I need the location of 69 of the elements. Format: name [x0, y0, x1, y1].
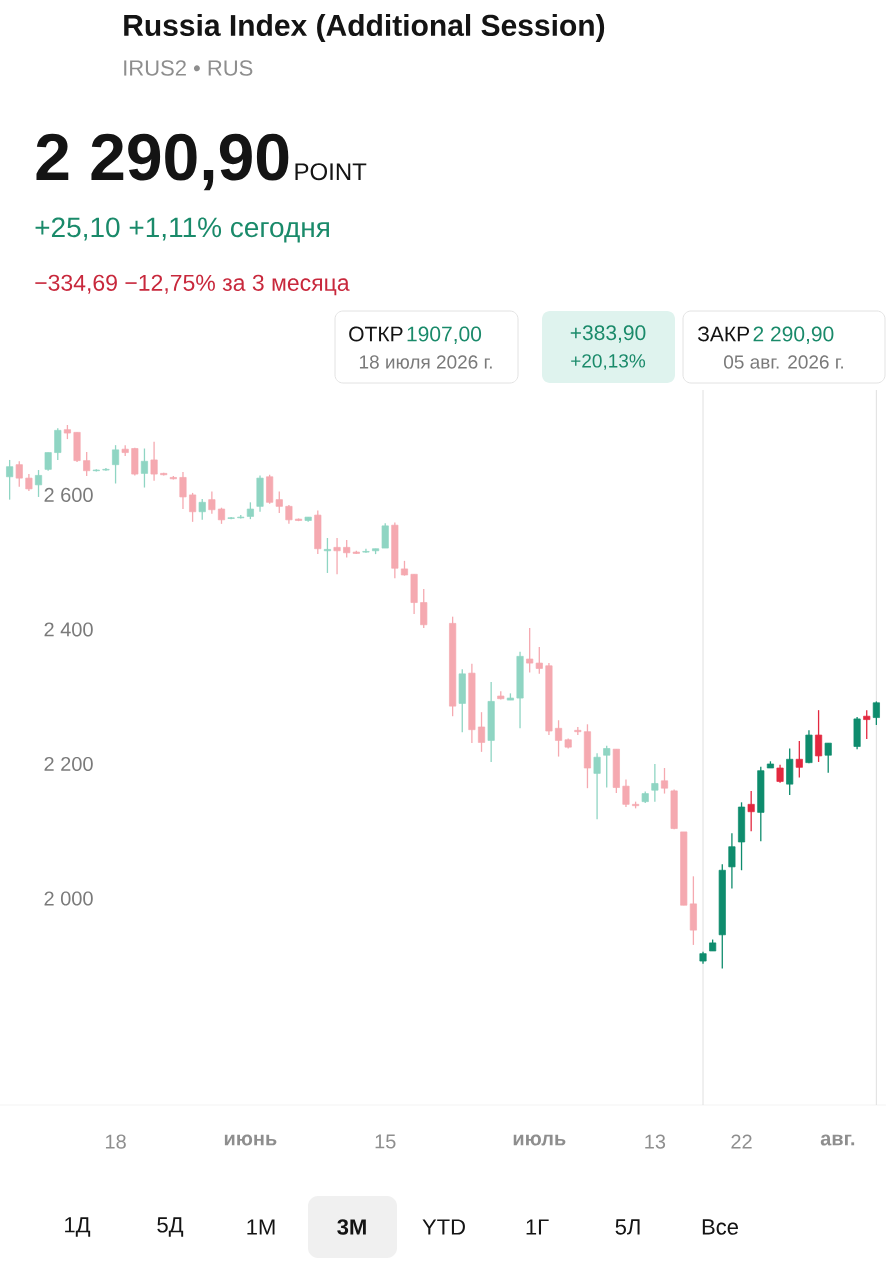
chart-title: Russia Index (Additional Session): [124, 14, 605, 42]
candlestick: [15, 460, 23, 488]
x-tick-label: 22: [731, 1134, 752, 1149]
candlestick: [44, 451, 52, 472]
y-tick-label: 2 200: [44, 756, 93, 772]
x-tick-label: 18: [105, 1134, 126, 1149]
text: POINT: [295, 163, 367, 181]
y-tick-label: 2 600: [44, 487, 93, 502]
candlestick: [593, 752, 601, 820]
candlestick: [747, 790, 755, 832]
candlestick: [381, 522, 389, 549]
text: 2 290,90: [36, 133, 289, 191]
candlestick: [208, 490, 216, 515]
text: 1907,00: [407, 326, 482, 344]
text: YTD: [422, 1219, 465, 1235]
candlestick: [198, 498, 206, 521]
candlestick: [140, 447, 148, 489]
text: +25,10 +1,11% сегодня: [35, 217, 329, 243]
candlestick: [526, 627, 534, 674]
candlestick: [622, 778, 630, 808]
candlestick: [189, 492, 197, 523]
x-tick-label: 13: [645, 1134, 666, 1149]
candlestick: [795, 740, 803, 779]
y-tick-label: 2 400: [44, 622, 93, 637]
chart-subtitle: IRUS2 • RUS: [124, 60, 253, 76]
candlestick: [54, 427, 62, 461]
text: 18 июля 2026 г.: [359, 355, 492, 369]
candlestick: [83, 451, 91, 477]
candlestick: [555, 719, 563, 758]
text: +20,13%: [571, 354, 646, 370]
candlestick: [603, 745, 611, 789]
text: 5Л: [615, 1219, 640, 1235]
text: 1Г: [526, 1219, 549, 1235]
candlestick: [420, 588, 428, 629]
text: 5Д: [157, 1217, 184, 1237]
candlestick: [776, 764, 784, 784]
candlestick: [863, 709, 871, 740]
text: −334,69 −12,75% за 3 месяца: [35, 274, 350, 296]
candlestick: [150, 441, 158, 482]
text: 2 290,90: [753, 326, 834, 344]
candlestick: [815, 709, 823, 763]
y-tick-label: 2 000: [44, 891, 93, 906]
candlestick: [333, 537, 341, 575]
candlestick: [179, 471, 187, 510]
candlestick: [6, 459, 14, 501]
candlestick: [651, 763, 659, 803]
text: +383,90: [570, 325, 646, 343]
candlestick: [34, 469, 43, 498]
x-tick-label: авг.: [820, 1134, 855, 1146]
candlestick: [477, 711, 486, 753]
candlestick: [660, 767, 669, 795]
x-tick-label: июль: [513, 1134, 566, 1146]
candlestick: [275, 490, 283, 514]
text: 3М: [337, 1219, 366, 1235]
candlestick: [872, 700, 880, 726]
candlestick: [824, 742, 832, 774]
candlestick: [285, 504, 293, 525]
text: 05 авг. 2026 г.: [724, 355, 843, 369]
candlestick: [728, 832, 736, 890]
candlestick: [535, 646, 543, 675]
x-tick-label: июнь: [224, 1134, 277, 1146]
text: 1М: [247, 1219, 275, 1235]
text: Все: [702, 1219, 738, 1235]
candlestick: [112, 444, 120, 485]
text: 1Д: [65, 1217, 91, 1237]
x-tick-label: 15: [375, 1134, 396, 1149]
text: ОТКР: [349, 326, 403, 342]
candlestick: [323, 537, 331, 574]
text: ЗАКР: [697, 326, 750, 342]
